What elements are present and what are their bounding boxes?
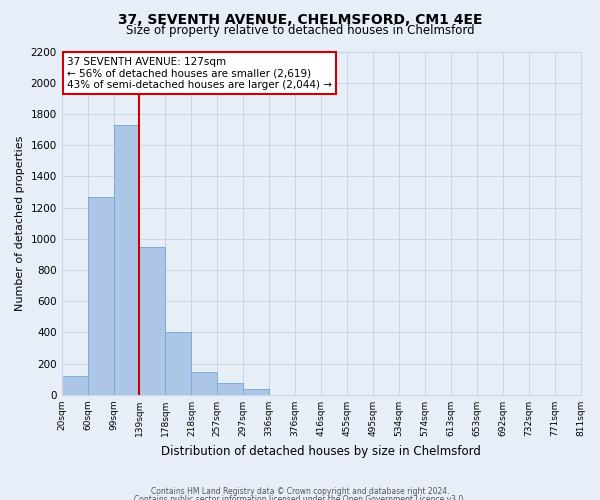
Text: Size of property relative to detached houses in Chelmsford: Size of property relative to detached ho… [125, 24, 475, 37]
Bar [217, 383, 243, 395]
Text: Contains HM Land Registry data © Crown copyright and database right 2024.: Contains HM Land Registry data © Crown c… [151, 487, 449, 496]
Text: 37 SEVENTH AVENUE: 127sqm
← 56% of detached houses are smaller (2,619)
43% of se: 37 SEVENTH AVENUE: 127sqm ← 56% of detac… [67, 56, 332, 90]
Text: 37, SEVENTH AVENUE, CHELMSFORD, CM1 4EE: 37, SEVENTH AVENUE, CHELMSFORD, CM1 4EE [118, 12, 482, 26]
Bar [139, 248, 166, 395]
X-axis label: Distribution of detached houses by size in Chelmsford: Distribution of detached houses by size … [161, 444, 481, 458]
Text: Contains public sector information licensed under the Open Government Licence v3: Contains public sector information licen… [134, 495, 466, 500]
Bar [166, 332, 191, 395]
Y-axis label: Number of detached properties: Number of detached properties [15, 136, 25, 311]
Bar [88, 198, 113, 395]
Bar [243, 390, 269, 395]
Bar [62, 376, 88, 395]
Bar [113, 125, 139, 395]
Bar [191, 372, 217, 395]
